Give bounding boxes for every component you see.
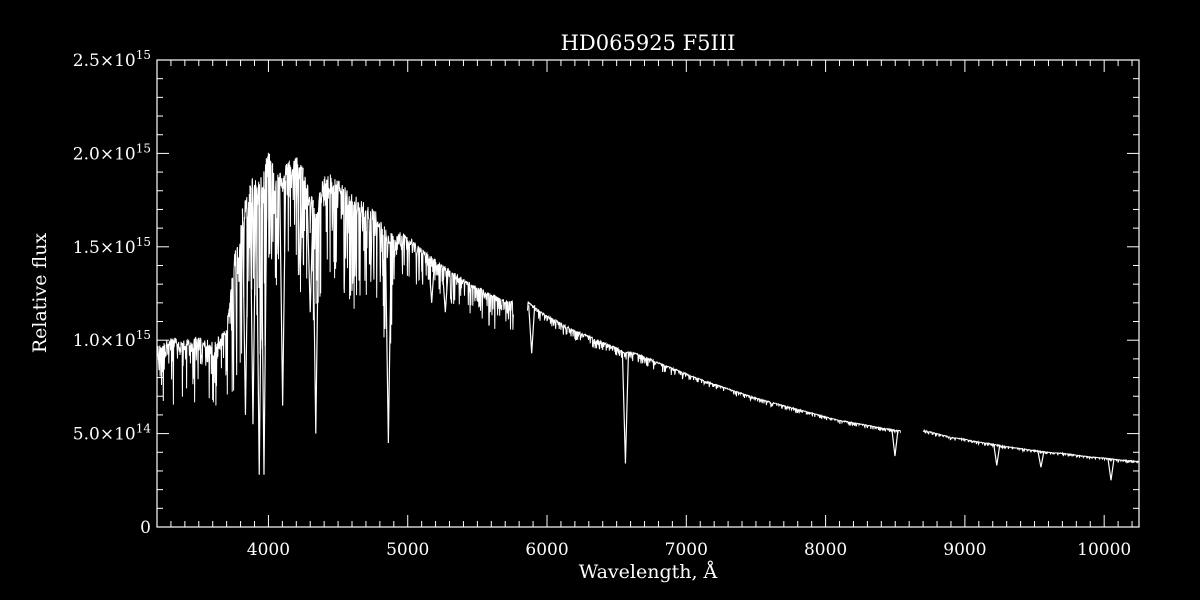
spectrum-segment [157,152,515,406]
absorption-line [249,185,257,425]
x-tick-label: 9000 [943,540,986,560]
absorption-line [241,208,250,415]
absorption-line [279,180,287,406]
spectrum-segment [527,301,901,435]
y-axis-label: Relative flux [29,233,51,354]
absorption-line [384,237,392,443]
plot-frame [156,59,1140,528]
chart-title: HD065925 F5III [561,31,736,55]
absorption-line [621,353,630,464]
x-tick-label: 7000 [665,540,708,560]
absorption-line [260,177,268,475]
x-tick-label: 8000 [804,540,847,560]
y-tick-label: 5.0×1014 [73,422,152,445]
absorption-line [255,187,263,475]
absorption-line [528,305,536,354]
y-tick-label: 2.5×1015 [73,48,151,71]
spectrum-segment [922,428,1139,464]
absorption-line [312,207,320,434]
absorption-line [428,258,436,303]
y-tick-label: 0 [140,518,151,538]
y-tick-label: 1.5×1015 [73,235,151,258]
absorption-line [441,268,449,313]
absorption-line [891,429,899,457]
spectrum-series [157,152,1139,481]
absorption-line [993,444,1001,466]
x-tick-label: 5000 [386,540,429,560]
absorption-line [306,200,314,313]
plot-area: 4000 5000 6000 7000 8000 9000 10000 0 5.0×1014 1.… [73,48,1140,560]
absorption-line [1037,451,1045,468]
y-tick-label: 1.0×1015 [73,328,151,351]
x-tick-label: 4000 [247,540,290,560]
absorption-line [296,167,304,275]
absorption-line [1107,458,1115,481]
y-tick-label: 2.0×1015 [73,141,151,164]
x-axis-label: Wavelength, Å [579,561,718,583]
x-tick-label: 6000 [525,540,568,560]
x-tick-label: 10000 [1077,540,1131,560]
